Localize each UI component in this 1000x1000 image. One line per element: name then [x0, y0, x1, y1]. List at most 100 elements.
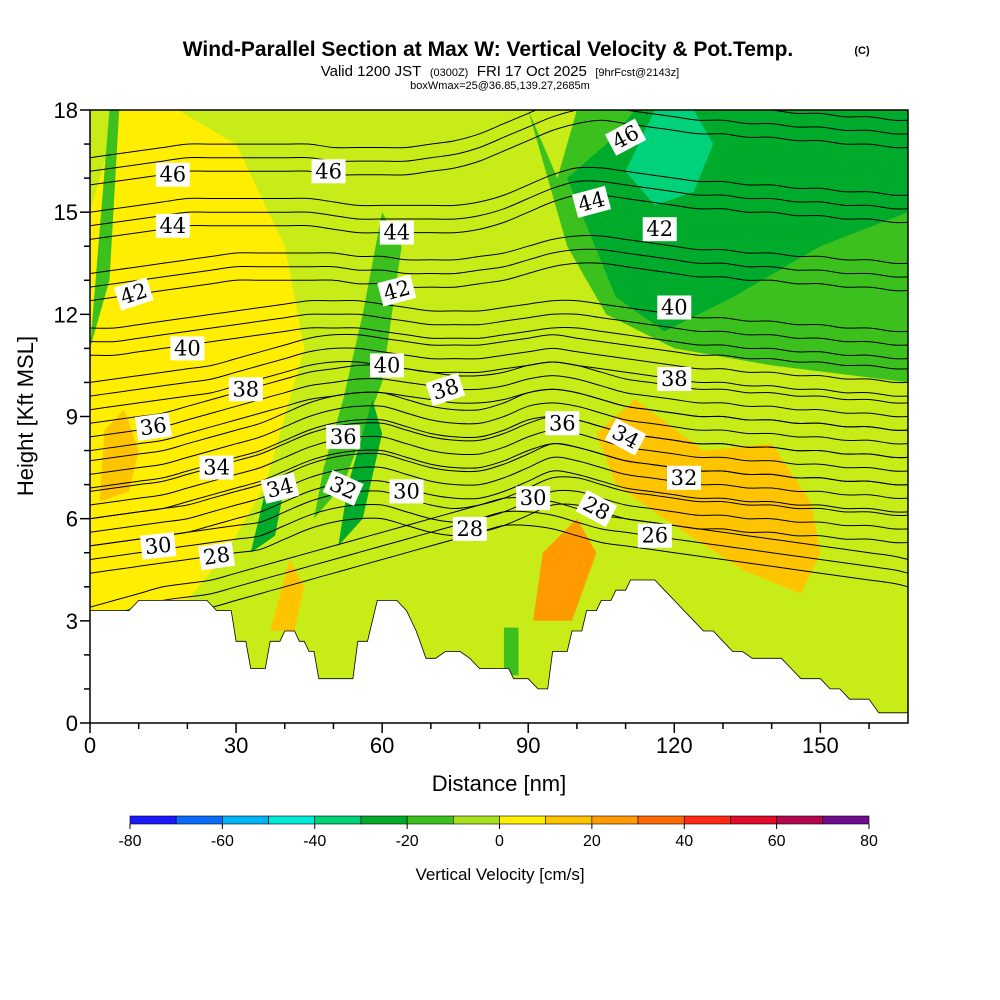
contour-label-text: 38 [661, 367, 688, 391]
contour-label-32: 32 [667, 465, 701, 490]
theta-contours [90, 110, 908, 635]
theta-contour-42 [90, 262, 908, 302]
colorbar: -80 -60 -40 -20 0 20 40 60 80 [118, 815, 878, 850]
vv-region-negative-small-mid [503, 627, 519, 676]
vv-region-orange-left [99, 409, 139, 502]
colorbar-swatch [591, 815, 639, 825]
theta-contour-40 [90, 327, 908, 360]
theta-contour-38-2 [90, 333, 908, 383]
x-tick-label: 150 [802, 733, 839, 758]
contour-label-box [604, 118, 647, 156]
contour-label-box [425, 372, 466, 406]
valid-utc: (0300Z) [430, 67, 469, 79]
x-axis: 0 30 60 90 120 150 [84, 723, 870, 758]
contour-label-46: 46 [311, 159, 346, 184]
contour-label-40: 40 [657, 295, 692, 320]
contour-label-text: 28 [456, 517, 483, 541]
theta-contour-34-1 [90, 402, 908, 475]
colorbar-swatch [730, 815, 777, 825]
y-tick-label: 12 [54, 302, 78, 327]
x-tick-label: 0 [84, 733, 96, 758]
contour-label-42: 42 [642, 217, 677, 242]
theta-contour-44 [90, 193, 908, 240]
theta-contour-30 [90, 470, 908, 547]
vv-region-orange-low-left [270, 559, 305, 631]
contour-label-46: 46 [155, 162, 190, 187]
contour-label-box [604, 418, 647, 456]
x-tick-label: 120 [656, 733, 693, 758]
contour-label-box [228, 377, 263, 402]
contour-label-box [260, 472, 300, 504]
contour-label-44: 44 [379, 220, 414, 245]
y-tick-label: 18 [54, 98, 78, 123]
vv-region-negative-strong [625, 110, 714, 206]
contour-label-text: 32 [671, 466, 698, 490]
contour-label-36: 36 [134, 412, 172, 441]
colorbar-tick-label: 60 [768, 833, 786, 850]
colorbar-swatch [453, 815, 500, 825]
colorbar-swatch [637, 815, 685, 825]
contour-label-40: 40 [170, 336, 205, 361]
contour-label-box [575, 489, 618, 528]
colorbar-swatch [499, 815, 546, 825]
contour-label-box [155, 213, 190, 238]
copyright-mark: (C) [854, 45, 870, 57]
contour-label-text: 34 [203, 456, 230, 480]
theta-contour-46-1 [90, 110, 908, 172]
contour-label-text: 36 [330, 425, 357, 449]
chart-title: Wind-Parallel Section at Max W: Vertical… [183, 38, 794, 61]
theta-contour-46-2 [90, 110, 908, 159]
colorbar-tick-label: 20 [583, 833, 601, 850]
contour-label-box [322, 470, 364, 506]
colorbar-tick-label: -60 [211, 833, 234, 850]
contour-label-text: 40 [661, 296, 688, 320]
theta-contour-42-1 [90, 248, 908, 288]
colorbar-swatch [129, 815, 177, 825]
contour-label-box [642, 217, 677, 242]
contour-label-box [311, 159, 346, 184]
contour-label-text: 26 [641, 524, 668, 548]
contour-label-box [571, 185, 612, 218]
colorbar-tick-label: 80 [860, 833, 878, 850]
contour-label-42: 42 [113, 277, 154, 311]
colorbar-tick-label: 40 [675, 833, 693, 850]
colorbar-swatch [314, 815, 362, 825]
theta-contour-40-2 [90, 299, 908, 333]
contour-label-28: 28 [452, 516, 487, 541]
contour-label-box [657, 295, 692, 320]
theta-contour-36-1 [90, 375, 908, 438]
contour-label-36: 36 [545, 411, 580, 436]
contour-label-text: 46 [315, 159, 342, 183]
contour-label-34: 34 [199, 455, 234, 480]
theta-contour-44-2 [90, 166, 908, 213]
contour-label-text: 28 [202, 542, 232, 569]
colorbar-swatch [406, 815, 454, 825]
x-tick-label: 90 [516, 733, 540, 758]
contour-label-box [379, 220, 414, 245]
y-axis: 0 3 6 9 12 15 18 [54, 98, 90, 736]
contour-label-box [140, 532, 177, 560]
contour-label-text: 30 [520, 486, 547, 510]
contour-label-box [389, 479, 424, 504]
x-tick-label: 30 [224, 733, 248, 758]
theta-contour-28-1 [90, 489, 908, 560]
contour-label-box [667, 465, 701, 490]
colorbar-label: Vertical Velocity [cm/s] [415, 865, 584, 884]
colorbar-swatch [683, 815, 731, 825]
chart-subtitle: Valid 1200 JST (0300Z) FRI 17 Oct 2025 [… [321, 63, 680, 80]
vv-region-orange-valley [533, 518, 597, 621]
y-axis-label: Height [Kft MSL] [13, 336, 38, 496]
contour-label-36: 36 [326, 424, 361, 449]
theta-contour-32 [90, 443, 908, 520]
vv-region-orange-right-broad [596, 399, 821, 594]
contour-label-box [370, 353, 404, 378]
contour-label-text: 46 [159, 163, 186, 187]
contour-label-box [377, 274, 417, 307]
contour-label-text: 40 [374, 353, 401, 377]
contour-label-30: 30 [516, 486, 551, 511]
colorbar-swatch [822, 815, 870, 825]
colorbar-swatch [175, 815, 223, 825]
contour-label-box [198, 541, 236, 571]
